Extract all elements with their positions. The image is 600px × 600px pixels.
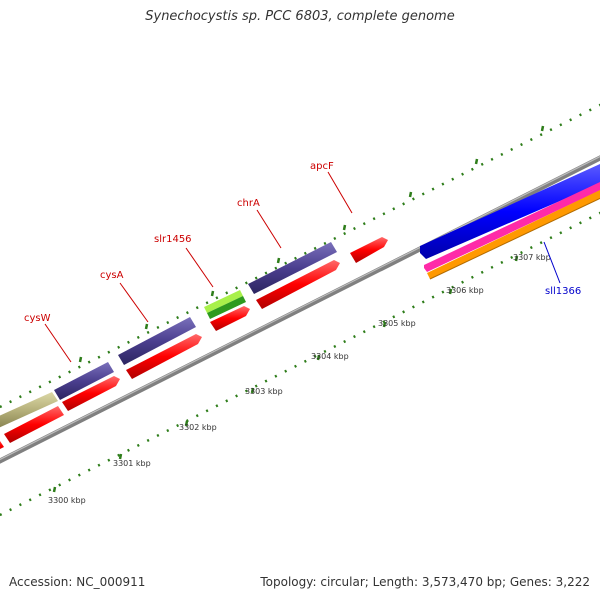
label-leaders bbox=[44, 171, 561, 363]
tick-label-3307: 3307 kbp bbox=[513, 253, 551, 262]
gene-label-slr1456: slr1456 bbox=[154, 234, 192, 245]
tick-label-3302: 3302 kbp bbox=[179, 423, 217, 432]
cds-red-3[interactable] bbox=[62, 376, 120, 411]
outer-major-ticks bbox=[78, 125, 545, 363]
cds-chrA[interactable] bbox=[248, 242, 337, 294]
cds-slr1456-light[interactable] bbox=[204, 290, 243, 313]
inner-tick-row bbox=[0, 211, 600, 517]
inner-major-ticks bbox=[52, 255, 519, 493]
accession-text: Accession: NC_000911 bbox=[9, 575, 146, 589]
genome-backbone-highlight bbox=[0, 155, 600, 461]
map-title: Synechocystis sp. PCC 6803, complete gen… bbox=[145, 9, 455, 24]
cds-red-4[interactable] bbox=[126, 334, 202, 379]
tick-label-3305: 3305 kbp bbox=[378, 319, 416, 328]
gene-label-cysA: cysA bbox=[100, 270, 124, 281]
cds-blue[interactable] bbox=[420, 164, 600, 259]
cds-cysW[interactable] bbox=[54, 362, 114, 400]
cds-red-2[interactable] bbox=[4, 406, 64, 443]
outer-tick-row bbox=[0, 103, 600, 409]
cds-orange[interactable] bbox=[427, 190, 600, 279]
tick-label-3300: 3300 kbp bbox=[48, 496, 86, 505]
tick-label-3301: 3301 kbp bbox=[113, 459, 151, 468]
cds-apcF[interactable] bbox=[350, 237, 388, 263]
genome-summary-text: Topology: circular; Length: 3,573,470 bp… bbox=[260, 575, 590, 589]
cds-red-1[interactable] bbox=[0, 438, 4, 453]
gene-label-chrA: chrA bbox=[237, 198, 260, 209]
tick-label-3306: 3306 kbp bbox=[446, 286, 484, 295]
cds-slr1456-dark[interactable] bbox=[207, 296, 246, 319]
cds-cysA[interactable] bbox=[118, 317, 196, 365]
genome-backbone bbox=[0, 155, 600, 464]
gene-label-cysW: cysW bbox=[24, 313, 51, 324]
tick-label-3303: 3303 kbp bbox=[245, 387, 283, 396]
cds-sll1366-magenta[interactable] bbox=[424, 182, 600, 272]
gene-label-apcF: apcF bbox=[310, 161, 334, 172]
tick-label-3304: 3304 kbp bbox=[311, 352, 349, 361]
gene-label-sll1366: sll1366 bbox=[545, 286, 581, 297]
cds-olive-left[interactable] bbox=[0, 392, 58, 429]
cds-red-6[interactable] bbox=[256, 260, 340, 309]
cds-red-5[interactable] bbox=[210, 306, 250, 331]
cds-orange-edge bbox=[429, 197, 600, 280]
